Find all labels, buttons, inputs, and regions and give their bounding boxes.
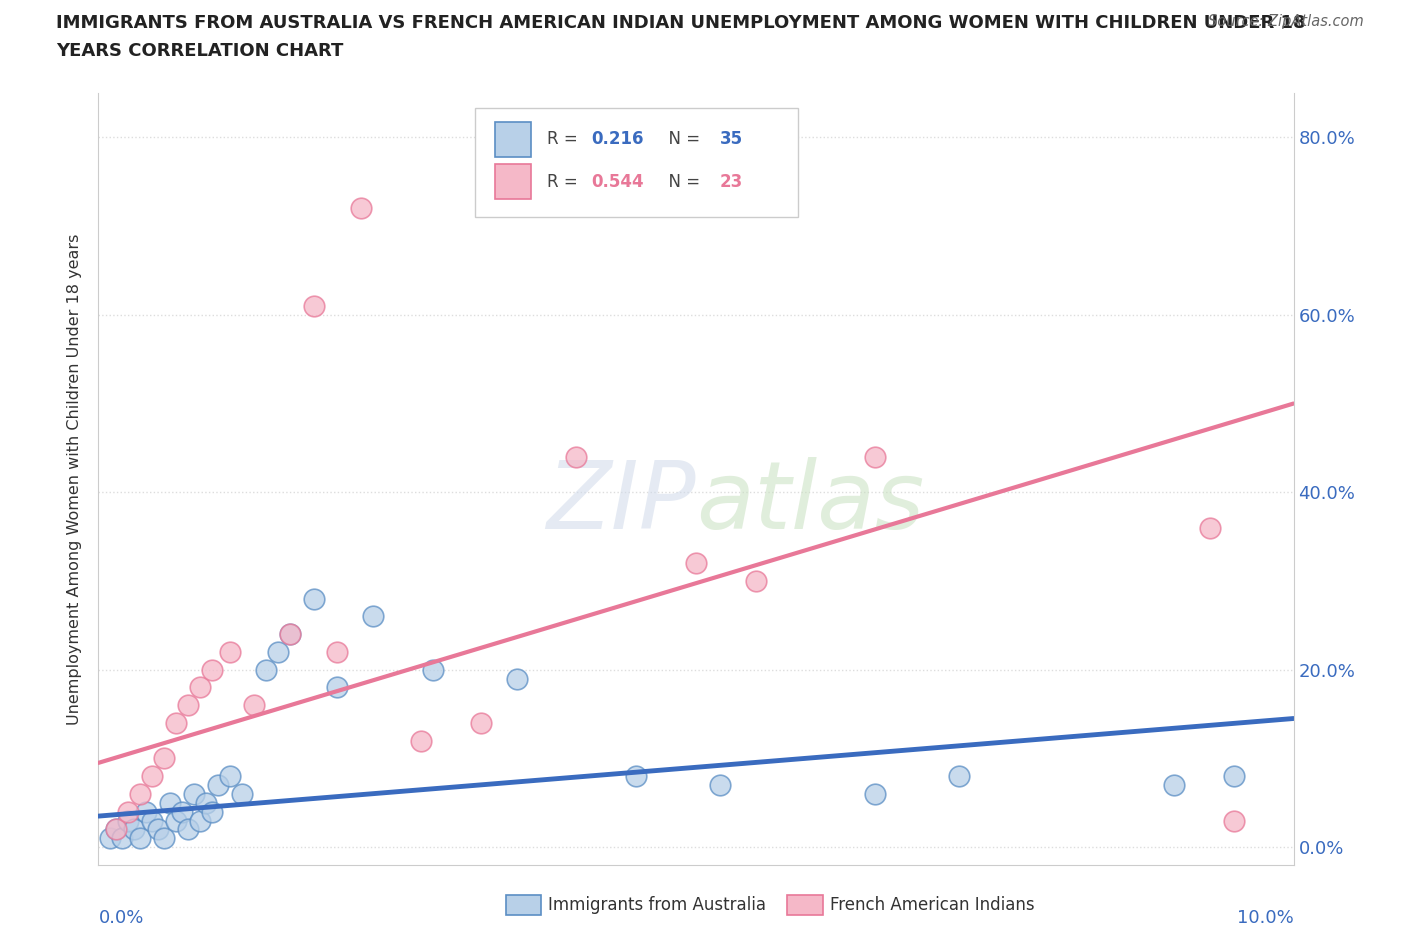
FancyBboxPatch shape bbox=[495, 165, 531, 199]
Point bbox=[709, 777, 731, 792]
Point bbox=[302, 299, 325, 313]
Text: YEARS CORRELATION CHART: YEARS CORRELATION CHART bbox=[56, 42, 343, 60]
Text: 0.216: 0.216 bbox=[591, 130, 644, 148]
Point bbox=[865, 449, 887, 464]
Point bbox=[350, 201, 373, 216]
Point bbox=[148, 822, 170, 837]
Point bbox=[111, 830, 134, 845]
Point bbox=[470, 715, 492, 730]
Point bbox=[565, 449, 588, 464]
Point bbox=[98, 830, 122, 845]
Text: atlas: atlas bbox=[696, 457, 924, 548]
Point bbox=[117, 813, 139, 828]
Text: Source: ZipAtlas.com: Source: ZipAtlas.com bbox=[1208, 14, 1364, 29]
Text: 0.544: 0.544 bbox=[591, 173, 644, 191]
Point bbox=[159, 795, 181, 810]
Point bbox=[326, 680, 349, 695]
Point bbox=[177, 822, 200, 837]
Point bbox=[105, 822, 128, 837]
Text: 10.0%: 10.0% bbox=[1237, 910, 1294, 927]
Text: ZIP: ZIP bbox=[547, 457, 696, 548]
Point bbox=[219, 769, 242, 784]
Point bbox=[129, 787, 152, 802]
Point bbox=[141, 813, 163, 828]
Point bbox=[165, 813, 187, 828]
Point bbox=[183, 787, 205, 802]
Point bbox=[506, 671, 529, 686]
Point bbox=[188, 680, 211, 695]
Point bbox=[124, 822, 146, 837]
Point bbox=[231, 787, 253, 802]
Point bbox=[1223, 813, 1246, 828]
Point bbox=[172, 804, 194, 819]
Point bbox=[243, 698, 266, 712]
Point bbox=[1223, 769, 1246, 784]
Text: N =: N = bbox=[658, 173, 704, 191]
Point bbox=[865, 787, 887, 802]
Text: IMMIGRANTS FROM AUSTRALIA VS FRENCH AMERICAN INDIAN UNEMPLOYMENT AMONG WOMEN WIT: IMMIGRANTS FROM AUSTRALIA VS FRENCH AMER… bbox=[56, 14, 1306, 32]
Text: R =: R = bbox=[547, 173, 582, 191]
FancyBboxPatch shape bbox=[495, 122, 531, 156]
Point bbox=[626, 769, 648, 784]
Point bbox=[411, 733, 433, 748]
Point bbox=[201, 804, 224, 819]
Text: Immigrants from Australia: Immigrants from Australia bbox=[548, 896, 766, 914]
Point bbox=[1163, 777, 1185, 792]
Point bbox=[422, 662, 444, 677]
Text: R =: R = bbox=[547, 130, 582, 148]
Point bbox=[177, 698, 200, 712]
Point bbox=[267, 644, 290, 659]
Point bbox=[278, 627, 301, 642]
Point bbox=[207, 777, 229, 792]
Point bbox=[685, 556, 707, 571]
Point bbox=[188, 813, 211, 828]
Point bbox=[326, 644, 349, 659]
Point bbox=[165, 715, 187, 730]
Point bbox=[1199, 520, 1222, 535]
Point bbox=[219, 644, 242, 659]
Point bbox=[201, 662, 224, 677]
FancyBboxPatch shape bbox=[475, 109, 797, 217]
Point bbox=[363, 609, 385, 624]
Text: French American Indians: French American Indians bbox=[830, 896, 1035, 914]
Point bbox=[195, 795, 218, 810]
Point bbox=[117, 804, 139, 819]
Text: 35: 35 bbox=[720, 130, 742, 148]
Point bbox=[105, 822, 128, 837]
Point bbox=[948, 769, 970, 784]
Text: N =: N = bbox=[658, 130, 704, 148]
Point bbox=[254, 662, 277, 677]
Point bbox=[141, 769, 163, 784]
Point bbox=[129, 830, 152, 845]
Y-axis label: Unemployment Among Women with Children Under 18 years: Unemployment Among Women with Children U… bbox=[67, 233, 83, 724]
Point bbox=[278, 627, 301, 642]
Point bbox=[745, 574, 768, 589]
Text: 23: 23 bbox=[720, 173, 744, 191]
Point bbox=[153, 751, 176, 766]
Point bbox=[153, 830, 176, 845]
Point bbox=[135, 804, 157, 819]
Text: 0.0%: 0.0% bbox=[98, 910, 143, 927]
Point bbox=[302, 591, 325, 606]
